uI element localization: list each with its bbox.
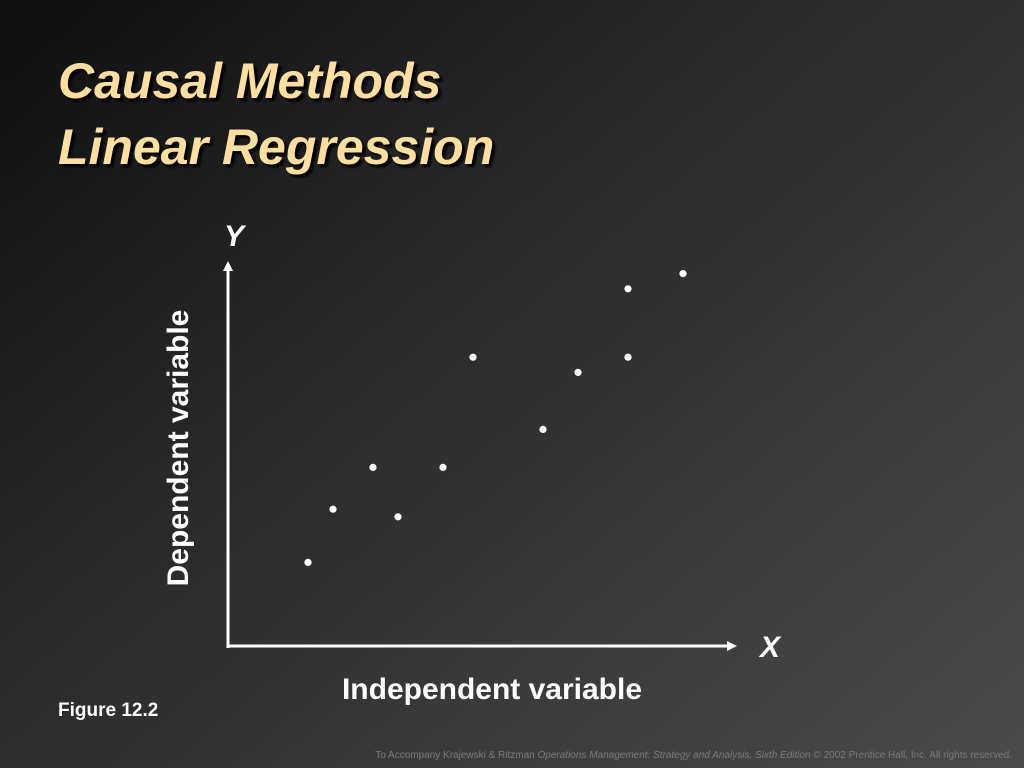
data-point-1 [304, 558, 312, 567]
data-point-10 [624, 353, 632, 361]
slide-title-line1: Causal Methods [58, 53, 442, 109]
footer-copyright: To Accompany Krajewski & Ritzman Operati… [375, 750, 1012, 761]
slide-title-line2: Linear Regression [58, 119, 495, 175]
figure-label: Figure 12.2 [58, 700, 159, 721]
data-point-6 [469, 353, 477, 361]
data-point-8 [574, 368, 582, 376]
y-axis-letter: Y [224, 220, 247, 253]
x-axis-label: Independent variable [342, 673, 642, 706]
data-point-3 [369, 463, 377, 471]
data-point-7 [539, 425, 547, 433]
slide-title: Causal Methods Linear Regression [58, 48, 494, 180]
data-points [304, 270, 687, 567]
data-point-11 [679, 270, 687, 278]
y-axis-label: Dependent variable [162, 310, 195, 587]
data-point-5 [439, 463, 447, 471]
data-point-2 [329, 505, 337, 513]
data-point-4 [394, 513, 402, 521]
footer-prefix: To Accompany Krajewski & Ritzman [375, 750, 538, 761]
footer-suffix: © 2002 Prentice Hall, Inc. All rights re… [810, 750, 1012, 761]
footer-book-title: Operations Management: Strategy and Anal… [537, 750, 811, 761]
data-point-9 [624, 285, 632, 293]
x-axis-letter: X [758, 631, 782, 664]
